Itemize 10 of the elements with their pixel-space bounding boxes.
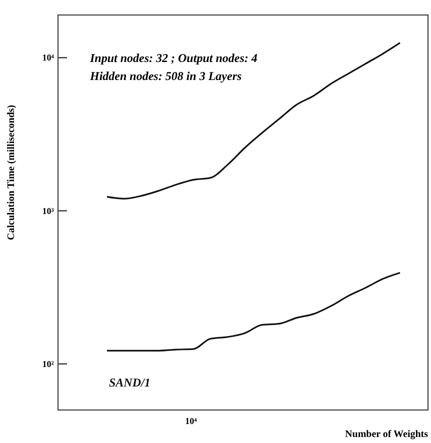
line-series: [106, 272, 401, 352]
text: SAND/1: [109, 376, 150, 390]
y-tick-label: 10³: [42, 206, 54, 216]
y-tick-label: 10²: [42, 358, 54, 369]
y-axis-title: Calculation Time (milliseconds): [6, 104, 17, 240]
annotation: Hidden nodes: 508 in 3 Layers: [89, 69, 242, 83]
y-tick-label: 10⁴: [42, 52, 54, 63]
x-axis-title: Number of Weights: [345, 429, 428, 440]
annotation: Input nodes: 32 ; Output nodes: 4: [89, 51, 258, 65]
text: 10⁴: [185, 416, 198, 426]
